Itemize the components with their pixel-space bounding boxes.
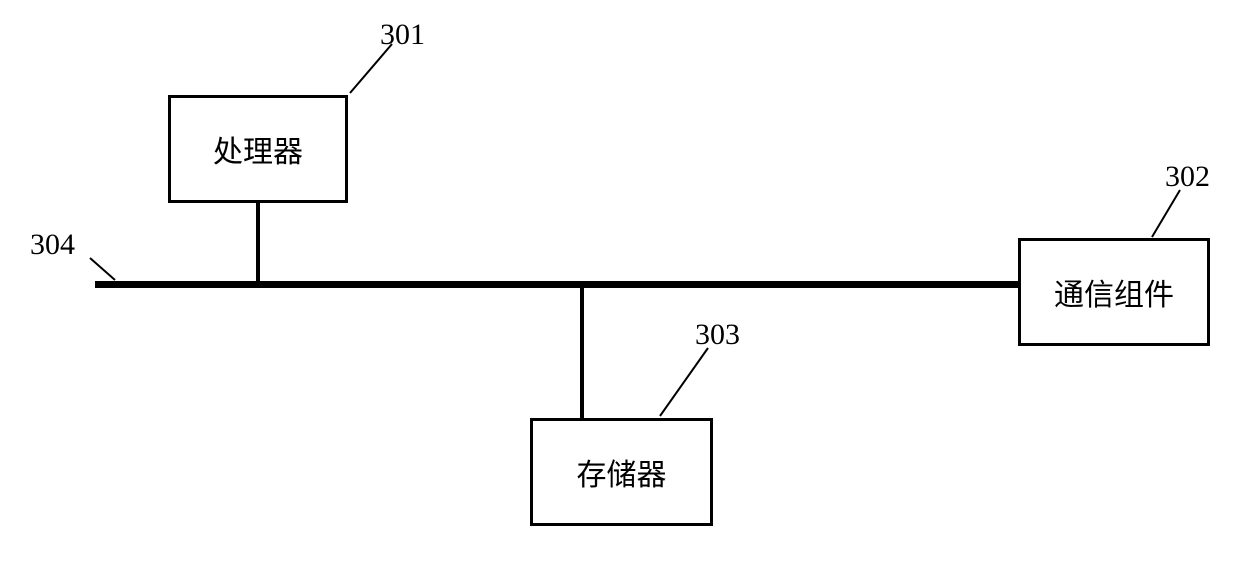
bus-line [95,281,1020,288]
memory-box: 存储器 [530,418,713,526]
processor-label: 处理器 [213,127,303,171]
memory-ref: 303 [695,318,740,352]
comm-box: 通信组件 [1018,238,1210,346]
bus-ref: 304 [30,228,75,262]
comm-ref: 302 [1165,160,1210,194]
bus-leader [88,256,117,282]
comm-label: 通信组件 [1054,270,1174,314]
memory-connector [580,288,584,420]
comm-leader [1150,188,1182,239]
memory-leader [658,346,710,418]
processor-box: 处理器 [168,95,348,203]
processor-connector [256,203,260,283]
processor-ref: 301 [380,18,425,52]
memory-label: 存储器 [577,450,667,494]
